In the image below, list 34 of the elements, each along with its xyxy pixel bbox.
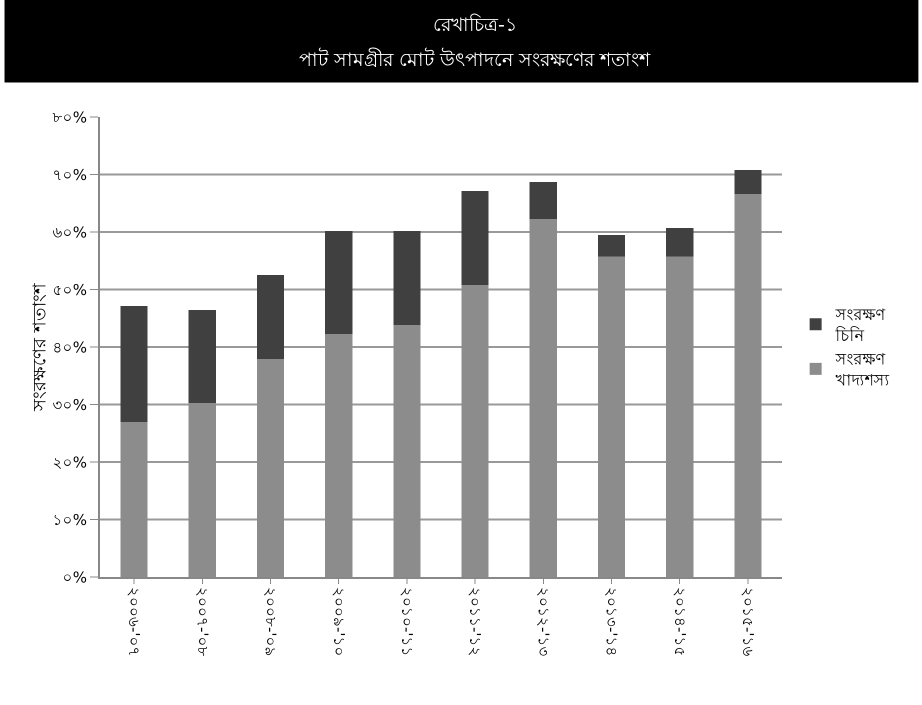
legend-label: সংরক্ষণ খাদ্যশস্য [834,350,890,390]
y-tick-label: ৫০% [52,280,87,299]
y-tick-label: ৪০% [52,338,87,356]
y-tick-label: ৭০% [52,166,87,184]
x-tick-label: ২০০৭-'০৮ [193,587,212,657]
x-tick-label: ২০০৯-'১০ [330,587,348,657]
bar [393,230,421,326]
y-tick-label: ২০% [52,453,87,472]
x-tick-label: ২০১১-'১২ [466,587,484,657]
x-tick-label: ২০০৬-'০৭ [125,587,144,657]
bar [120,306,148,422]
bar [598,234,626,257]
bar [188,310,216,403]
chart-subtitle: পাট সামগ্রীর মোট উৎপাদনে সংরক্ষণের শতাংশ [299,48,652,71]
chart-title: রেখাচিত্র-১ [433,14,517,36]
bar [734,170,762,194]
x-tick-label: ২০১০-'১১ [398,587,416,657]
legend-label: সংরক্ষণ চিনি [834,305,886,345]
bar [325,230,352,334]
x-tick-label: ২০১৩-'১৪ [602,587,621,657]
bar [256,275,284,360]
y-tick-label: ১০% [52,510,87,529]
x-tick-label: ২০১৪-'১৫ [670,587,689,657]
bar [666,228,694,257]
bar [461,191,489,285]
y-axis-title: সংরক্ষণের শতাংশ [29,283,50,412]
y-tick-label: ৮০% [52,108,87,126]
bar [530,182,557,219]
x-tick-label: ২০১২-'১৩ [534,587,552,657]
y-tick-label: ৩০% [52,396,87,414]
x-tick-label: ২০১৫-'১৬ [739,587,758,657]
y-tick-label: ৬০% [52,223,87,242]
x-tick-label: ২০০৮-'০৯ [262,587,280,657]
y-tick-label: ০% [62,568,87,586]
